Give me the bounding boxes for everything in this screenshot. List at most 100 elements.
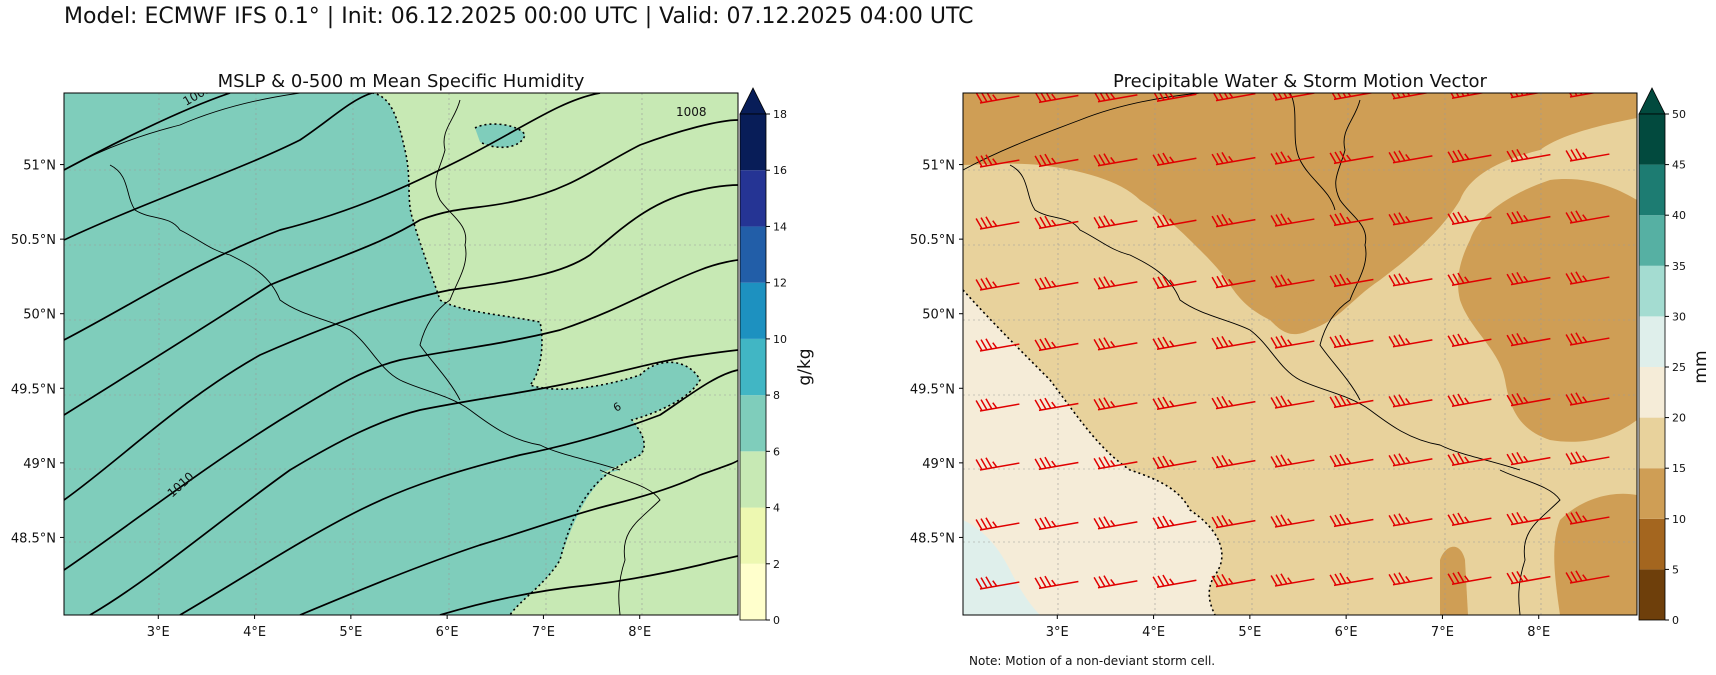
wind-barb bbox=[1506, 571, 1551, 585]
colorbar-segment bbox=[740, 451, 766, 508]
lat-label: 51°N bbox=[23, 159, 56, 174]
wind-barb bbox=[1093, 153, 1138, 167]
wind-barb bbox=[975, 517, 1020, 531]
left-map-frame bbox=[63, 92, 739, 616]
colorbar-tick-label: 12 bbox=[773, 277, 787, 290]
wind-barb bbox=[1329, 394, 1374, 409]
wind-barb bbox=[1270, 514, 1315, 528]
wind-barb bbox=[1270, 274, 1315, 288]
wind-barb bbox=[1034, 153, 1079, 168]
colorbar-segment bbox=[740, 226, 766, 283]
wind-barb bbox=[975, 154, 1020, 168]
wind-barb bbox=[1152, 396, 1197, 410]
wind-barb bbox=[1447, 93, 1492, 99]
wind-barb bbox=[1270, 335, 1315, 349]
left-lat-labels: 51°N 50.5°N 50°N 49.5°N 49°N 48.5°N bbox=[11, 159, 64, 546]
wind-barb bbox=[1152, 152, 1197, 166]
wind-barb bbox=[1447, 333, 1492, 347]
wind-barb bbox=[1447, 571, 1492, 585]
wind-barb bbox=[1506, 272, 1551, 286]
wind-barb bbox=[1211, 455, 1256, 469]
wind-barb bbox=[1034, 397, 1079, 412]
wind-barb bbox=[1093, 215, 1138, 229]
pw-region-25-30 bbox=[963, 520, 1040, 615]
colorbar-segment bbox=[1639, 367, 1665, 418]
wind-barb bbox=[1034, 215, 1079, 230]
right-colorbar: 0 5 10 15 20 25 30 35 40 45 50 bbox=[1638, 87, 1686, 627]
wind-barb bbox=[1093, 456, 1138, 470]
lon-label: 7°E bbox=[1431, 625, 1454, 640]
lon-label: 5°E bbox=[339, 625, 362, 640]
lon-label: 7°E bbox=[532, 625, 555, 640]
wind-barb bbox=[1034, 575, 1079, 590]
wind-barb bbox=[1565, 511, 1610, 525]
wind-barb bbox=[1506, 512, 1551, 526]
pw-region-10-15-south bbox=[1554, 493, 1637, 615]
colorbar-segment bbox=[740, 563, 766, 620]
footnote: Note: Motion of a non-deviant storm cell… bbox=[969, 654, 1216, 668]
wind-barb bbox=[1506, 149, 1551, 163]
wind-barb bbox=[1506, 93, 1551, 99]
wind-barb bbox=[1152, 515, 1197, 529]
wind-barb bbox=[1270, 93, 1315, 101]
wind-barb bbox=[1211, 275, 1256, 289]
wind-barb bbox=[1270, 213, 1315, 227]
wind-barb bbox=[1329, 212, 1374, 227]
storm-motion-barbs bbox=[975, 93, 1610, 590]
wind-barb bbox=[1270, 454, 1315, 468]
colorbar-tick-label: 40 bbox=[1672, 209, 1686, 222]
wind-barb bbox=[1093, 276, 1138, 290]
wind-barb bbox=[1388, 150, 1433, 164]
colorbar-segment bbox=[740, 114, 766, 171]
wind-barb bbox=[1329, 273, 1374, 288]
colorbar-extend-arrow bbox=[739, 87, 767, 115]
wind-barb bbox=[1447, 452, 1492, 466]
colorbar-segment bbox=[1639, 316, 1665, 367]
left-colorbar: 0 2 4 6 8 10 12 14 16 18 bbox=[739, 87, 787, 627]
lat-label: 49°N bbox=[922, 457, 955, 472]
wind-barb bbox=[975, 576, 1020, 590]
wind-barb bbox=[1270, 573, 1315, 587]
wind-barb bbox=[1447, 512, 1492, 526]
left-lon-labels: 3°E 4°E 5°E 6°E 7°E 8°E bbox=[147, 615, 651, 640]
wind-barb bbox=[1506, 333, 1551, 347]
colorbar-segment bbox=[740, 170, 766, 227]
wind-barb bbox=[975, 457, 1020, 471]
wind-barb bbox=[1565, 332, 1610, 346]
wind-barb bbox=[1565, 392, 1610, 406]
lon-label: 4°E bbox=[243, 625, 266, 640]
colorbar-segment bbox=[1639, 114, 1665, 165]
wind-barb bbox=[1329, 513, 1374, 528]
lon-label: 6°E bbox=[436, 625, 459, 640]
wind-barb bbox=[1506, 393, 1551, 407]
colorbar-segment bbox=[1639, 215, 1665, 266]
wind-barb bbox=[1034, 516, 1079, 531]
wind-barb bbox=[1152, 214, 1197, 228]
colorbar-tick-label: 25 bbox=[1672, 361, 1686, 374]
lat-label: 50°N bbox=[23, 308, 56, 323]
left-colorbar-label: g/kg bbox=[795, 348, 815, 385]
colorbar-tick-label: 4 bbox=[773, 502, 780, 515]
wind-barb bbox=[1152, 275, 1197, 289]
wind-barb bbox=[1565, 271, 1610, 285]
wind-barb bbox=[1388, 513, 1433, 527]
wind-barb bbox=[975, 338, 1020, 352]
isobars bbox=[64, 93, 738, 615]
colorbar-tick-label: 5 bbox=[1672, 563, 1679, 576]
lat-label: 50.5°N bbox=[11, 233, 56, 248]
colorbar-tick-label: 16 bbox=[773, 164, 787, 177]
wind-barb bbox=[1152, 574, 1197, 588]
wind-barb bbox=[1093, 516, 1138, 530]
colorbar-extend-arrow bbox=[1638, 87, 1666, 115]
lat-label: 51°N bbox=[922, 159, 955, 174]
colorbar-tick-label: 18 bbox=[773, 108, 787, 121]
wind-barb bbox=[1270, 395, 1315, 409]
wind-barb bbox=[1152, 336, 1197, 350]
wind-barb bbox=[1447, 211, 1492, 225]
colorbar-tick-label: 10 bbox=[773, 333, 787, 346]
wind-barb bbox=[1211, 396, 1256, 410]
lat-label: 49°N bbox=[23, 457, 56, 472]
wind-barb bbox=[1093, 397, 1138, 411]
wind-barb bbox=[1565, 451, 1610, 465]
colorbar-segment bbox=[1639, 569, 1665, 620]
